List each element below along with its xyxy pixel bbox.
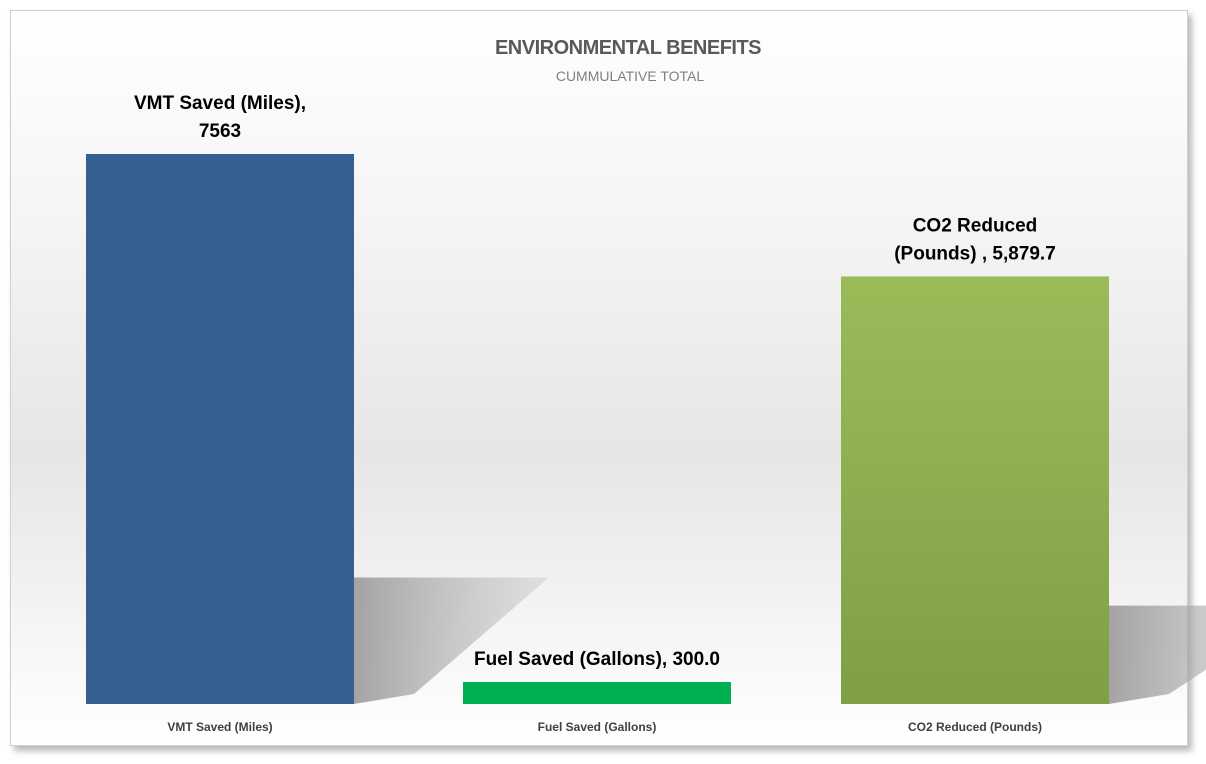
category-label-3: CO2 Reduced (Pounds)	[908, 720, 1042, 734]
bars	[86, 154, 1109, 704]
category-label-1: VMT Saved (Miles)	[167, 720, 272, 734]
category-label-2: Fuel Saved (Gallons)	[538, 720, 657, 734]
bar-co2-reduced-shadow	[1109, 605, 1206, 704]
chart-title: ENVIRONMENTAL BENEFITS	[495, 37, 761, 59]
bar-vmt-saved[interactable]	[86, 154, 354, 704]
bar-co2-reduced[interactable]	[841, 276, 1109, 704]
bar-fuel-saved-data-label: Fuel Saved (Gallons), 300.0	[474, 649, 720, 670]
category-labels: VMT Saved (Miles) Fuel Saved (Gallons) CO2…	[167, 720, 1042, 734]
bar-vmt-saved-data-label: VMT Saved (Miles), 7563	[134, 93, 306, 142]
data-labels: VMT Saved (Miles), 7563 Fuel Saved (Gallon…	[134, 93, 1056, 670]
bar-vmt-saved-shadow	[354, 577, 549, 704]
chart-subtitle: CUMMULATIVE TOTAL	[556, 68, 705, 84]
bar-co2-reduced-data-label: CO2 Reduced (Pounds) , 5,879.7	[894, 215, 1056, 264]
bar-shadows	[354, 577, 1206, 704]
bar-fuel-saved[interactable]	[463, 682, 731, 704]
